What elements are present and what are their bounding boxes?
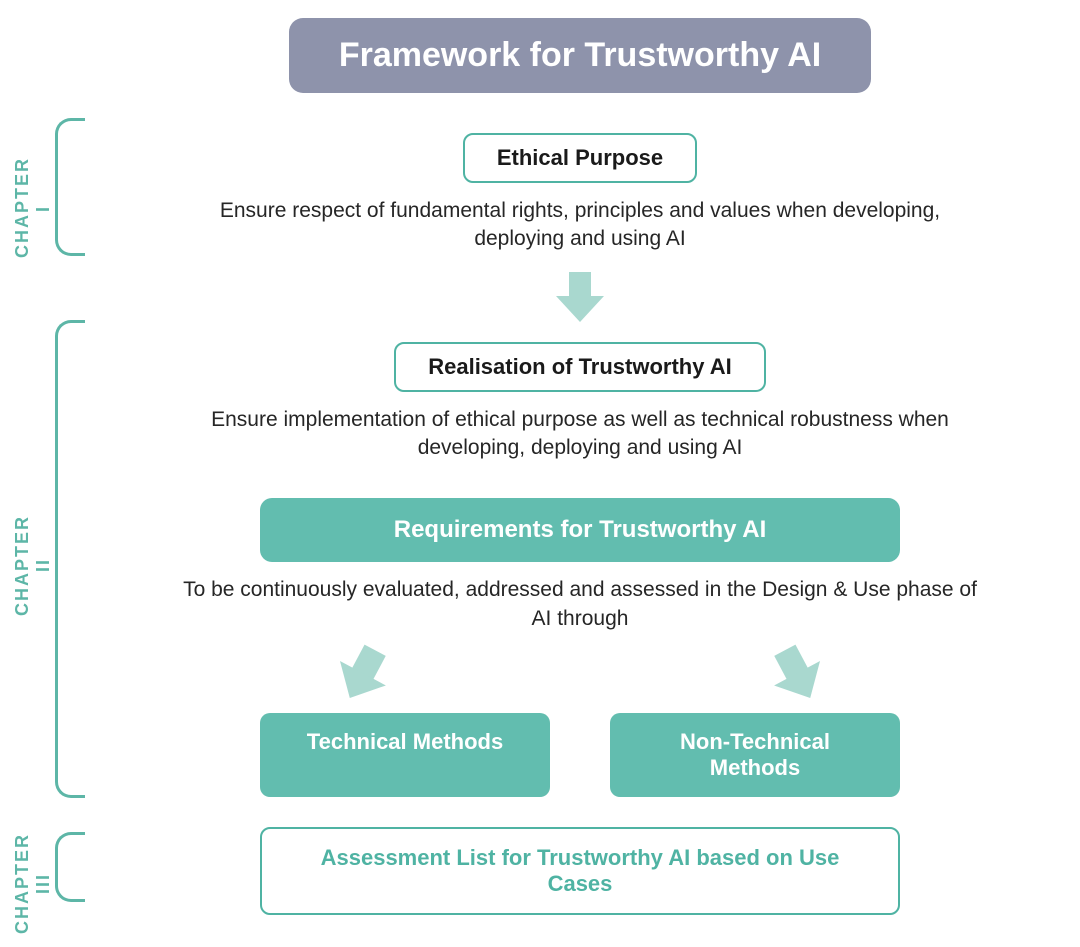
chapter-1-bracket — [55, 118, 85, 256]
technical-methods-box: Technical Methods — [260, 713, 550, 797]
chapter-1-label: CHAPTER I — [12, 158, 54, 258]
assessment-box: Assessment List for Trustworthy AI based… — [260, 827, 900, 915]
title-banner: Framework for Trustworthy AI — [289, 18, 871, 93]
requirements-desc: To be continuously evaluated, addressed … — [180, 576, 980, 633]
requirements-box: Requirements for Trustworthy AI — [260, 498, 900, 562]
realisation-box: Realisation of Trustworthy AI — [394, 342, 766, 392]
arrow-down-icon — [559, 272, 601, 324]
nontechnical-methods-box: Non-Technical Methods — [610, 713, 900, 797]
arrow-diag-left-icon — [319, 632, 406, 719]
methods-row: Technical Methods Non-Technical Methods — [260, 713, 900, 797]
split-arrows — [330, 643, 830, 707]
chapter-3-bracket — [55, 832, 85, 902]
ethical-purpose-box: Ethical Purpose — [463, 133, 697, 183]
realisation-desc: Ensure implementation of ethical purpose… — [180, 406, 980, 463]
chapter-2-label: CHAPTER II — [12, 510, 54, 620]
chapter-2-bracket — [55, 320, 85, 798]
ethical-purpose-desc: Ensure respect of fundamental rights, pr… — [180, 197, 980, 254]
diagram-content: Framework for Trustworthy AI Ethical Pur… — [110, 0, 1050, 915]
arrow-diag-right-icon — [755, 632, 842, 719]
chapter-3-label: CHAPTER III — [12, 828, 54, 938]
